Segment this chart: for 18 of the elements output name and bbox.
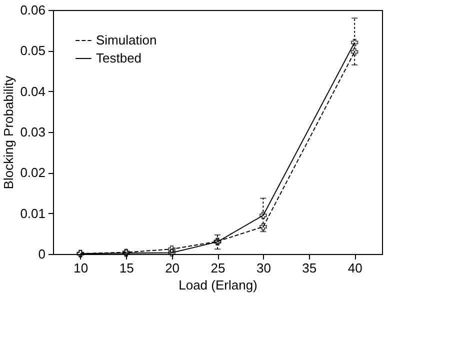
x-tick-label: 35 — [302, 260, 317, 276]
y-tick-label: 0.01 — [20, 206, 46, 221]
y-axis-title: Blocking Probability — [1, 75, 16, 190]
x-tick-label: 40 — [348, 260, 362, 276]
x-tick-label: 30 — [256, 260, 271, 276]
x-tick-label: 20 — [165, 260, 180, 276]
x-tick-label: 15 — [119, 260, 134, 276]
y-tick-label: 0.05 — [20, 43, 46, 58]
legend-label: Simulation — [96, 32, 157, 48]
legend-label: Testbed — [96, 50, 142, 66]
y-tick-label: 0.02 — [20, 165, 46, 180]
x-tick-label: 10 — [74, 260, 88, 276]
y-tick-label: 0 — [38, 246, 46, 262]
y-tick-label: 0.04 — [20, 84, 46, 99]
y-tick-label: 0.03 — [20, 124, 46, 140]
x-tick-label: 25 — [210, 260, 226, 276]
x-axis-title: Load (Erlang) — [178, 278, 258, 292]
y-tick-label: 0.06 — [20, 2, 46, 18]
